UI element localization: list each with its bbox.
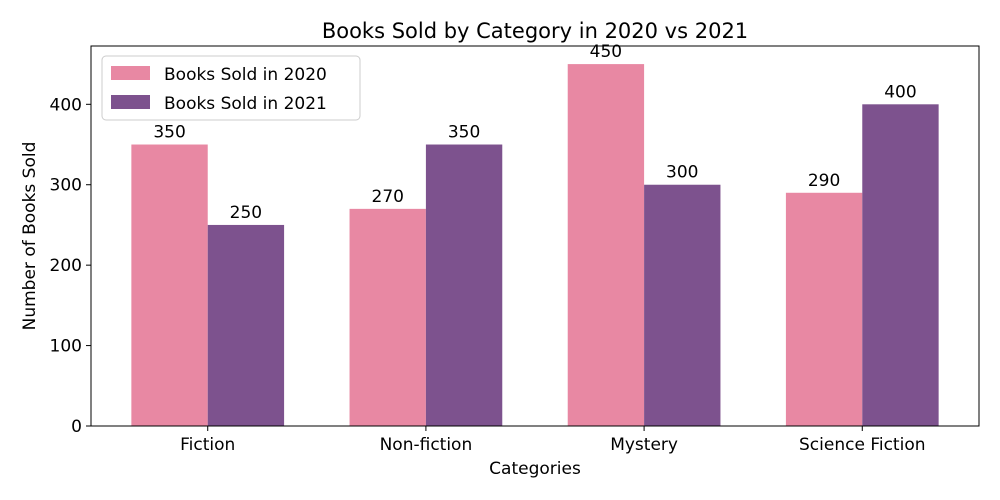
legend-swatch: [111, 95, 150, 109]
data-label: 300: [666, 163, 698, 183]
y-axis-label: Number of Books Sold: [20, 142, 40, 331]
data-label: 400: [884, 82, 916, 102]
data-label: 350: [153, 123, 185, 143]
bar-2021-fiction: [207, 224, 285, 426]
x-tick-label: Fiction: [180, 435, 235, 455]
bar-2020-fiction: [131, 144, 208, 426]
y-tick-label: 300: [50, 176, 82, 196]
bar-2020-science-fiction: [785, 192, 863, 426]
x-tick-label: Non-fiction: [380, 435, 473, 455]
data-label: 290: [808, 171, 840, 191]
y-tick-label: 0: [71, 417, 82, 437]
y-tick-label: 200: [50, 256, 82, 276]
legend: Books Sold in 2020 Books Sold in 2021: [101, 55, 361, 121]
data-label: 250: [230, 203, 262, 223]
legend-box: [101, 55, 361, 121]
bar-2021-mystery: [644, 184, 721, 426]
bar-2021-science-fiction: [862, 104, 939, 426]
bar-2020-mystery: [567, 64, 645, 426]
legend-label: Books Sold in 2020: [164, 65, 327, 85]
y-tick-label: 400: [50, 95, 82, 115]
x-tick-label: Science Fiction: [799, 435, 925, 455]
bar-2021-non-fiction: [425, 144, 503, 426]
x-tick-label: Mystery: [610, 435, 678, 455]
plot-frame: [90, 45, 980, 427]
legend-swatch: [111, 66, 150, 80]
legend-label: Books Sold in 2021: [164, 94, 327, 114]
bar-2020-non-fiction: [349, 208, 426, 426]
chart-title: Books Sold by Category in 2020 vs 2021: [322, 19, 748, 43]
data-label: 270: [372, 187, 404, 207]
data-label: 450: [590, 42, 622, 62]
data-label: 350: [448, 123, 480, 143]
plot-area: 350 270 450 290 250 350 300 400 0 100 200 300 400 Fic…: [50, 42, 980, 455]
x-axis-label: Categories: [489, 459, 581, 479]
y-tick-label: 100: [50, 337, 82, 357]
